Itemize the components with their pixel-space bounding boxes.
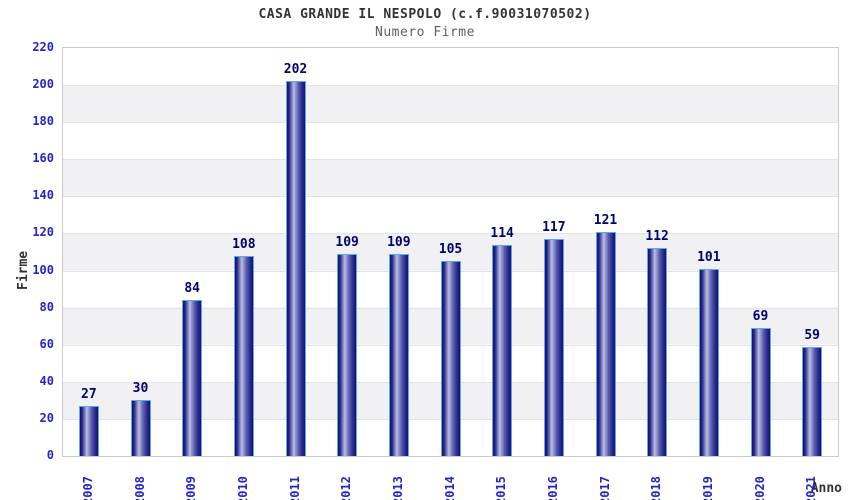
x-tick-label: 2015 xyxy=(494,476,509,500)
bar-2015 xyxy=(492,244,513,456)
bar-2012 xyxy=(337,253,358,456)
bar-2010 xyxy=(233,255,254,456)
y-tick-label: 220 xyxy=(32,40,54,54)
y-tick-label: 160 xyxy=(32,151,54,166)
bar-2018 xyxy=(647,248,668,456)
x-tick-label: 2010 xyxy=(235,476,250,500)
gridline xyxy=(63,85,838,87)
y-tick-label: 40 xyxy=(39,373,54,388)
bar-value-label: 109 xyxy=(387,234,411,250)
y-tick-label: 20 xyxy=(39,410,54,425)
bar-value-label: 108 xyxy=(232,236,256,252)
y-tick-label: 60 xyxy=(39,336,54,351)
bar-2016 xyxy=(543,239,564,456)
x-tick-label: 2018 xyxy=(649,476,664,500)
bar-value-label: 27 xyxy=(81,386,97,402)
bar-value-label: 84 xyxy=(184,281,200,297)
x-tick-label: 2016 xyxy=(545,476,560,500)
gridline xyxy=(63,233,838,235)
bar-value-label: 101 xyxy=(697,249,721,265)
y-tick-label: 200 xyxy=(32,77,54,92)
bar-2021 xyxy=(802,346,823,456)
y-tick-label: 0 xyxy=(46,448,54,462)
bar-2014 xyxy=(440,261,461,456)
bar-2011 xyxy=(285,81,306,456)
gridline xyxy=(63,122,838,124)
gridline xyxy=(63,196,838,198)
gridline xyxy=(63,159,838,161)
x-tick-label: 2021 xyxy=(804,476,819,500)
bar-value-label: 121 xyxy=(593,212,618,228)
bar-value-label: 69 xyxy=(752,309,769,325)
x-axis-title: Anno xyxy=(810,481,842,496)
plot-area: 27 30 84 108 202 109 109 105 114 117 121 112 101 69 59 xyxy=(62,47,839,457)
x-tick-label: 2012 xyxy=(339,476,354,500)
bar-2008 xyxy=(130,400,151,456)
bar-value-label: 109 xyxy=(335,234,359,250)
bar-value-label: 114 xyxy=(490,225,514,241)
bar-2013 xyxy=(388,253,409,456)
y-tick-label: 80 xyxy=(39,299,54,314)
y-tick-label: 180 xyxy=(32,114,54,129)
x-tick-label: 2011 xyxy=(287,476,302,500)
x-tick-label: 2013 xyxy=(390,476,405,500)
y-tick-label: 120 xyxy=(32,225,54,240)
x-tick-label: 2014 xyxy=(442,476,457,500)
bar-value-label: 30 xyxy=(132,381,149,397)
x-tick-label: 2009 xyxy=(184,476,199,500)
bar-value-label: 202 xyxy=(283,62,308,78)
bar-value-label: 105 xyxy=(438,242,463,258)
bar-value-label: 59 xyxy=(804,327,820,343)
x-tick-label: 2008 xyxy=(132,476,147,500)
x-tick-label: 2017 xyxy=(597,476,612,500)
bar-value-label: 117 xyxy=(542,220,566,236)
bar-2007 xyxy=(78,405,99,456)
x-tick-label: 2007 xyxy=(80,476,95,500)
x-tick-label: 2019 xyxy=(700,476,715,500)
bar-2017 xyxy=(595,231,616,456)
bar-2020 xyxy=(750,328,771,456)
chart-title: CASA GRANDE IL NESPOLO (c.f.90031070502) xyxy=(258,7,592,22)
x-tick-label: 2020 xyxy=(752,476,767,500)
chart-subtitle: Numero Firme xyxy=(375,25,475,40)
y-tick-label: 100 xyxy=(32,262,54,277)
bar-2019 xyxy=(698,268,719,456)
bar-2009 xyxy=(182,300,203,456)
y-tick-label: 140 xyxy=(32,188,54,203)
bar-value-label: 112 xyxy=(645,229,669,245)
